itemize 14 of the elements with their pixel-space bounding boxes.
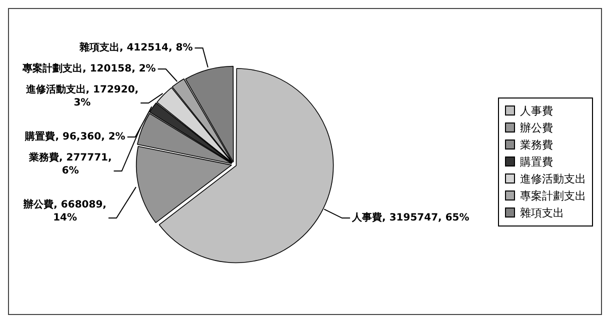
legend-label: 人事費 (520, 103, 553, 118)
legend-label: 專案計劃支出 (520, 188, 586, 203)
data-label: 業務費, 277771, 6% (28, 152, 112, 177)
data-label: 雜項支出, 412514, 8% (78, 42, 193, 54)
data-label: 購置費, 96,360, 2% (24, 130, 126, 143)
legend-label: 辦公費 (520, 120, 553, 135)
data-label: 人事費, 3195747, 65% (351, 212, 470, 224)
data-label: 辦公費, 668089, 14% (22, 198, 106, 224)
legend-label: 進修活動支出 (520, 171, 586, 186)
legend-label: 業務費 (520, 137, 553, 152)
legend-label: 雜項支出 (520, 205, 564, 220)
legend-label: 購置費 (520, 154, 553, 169)
data-label: 專案計劃支出, 120158, 2% (22, 62, 156, 75)
data-label: 進修活動支出, 172920, 3% (24, 84, 139, 109)
